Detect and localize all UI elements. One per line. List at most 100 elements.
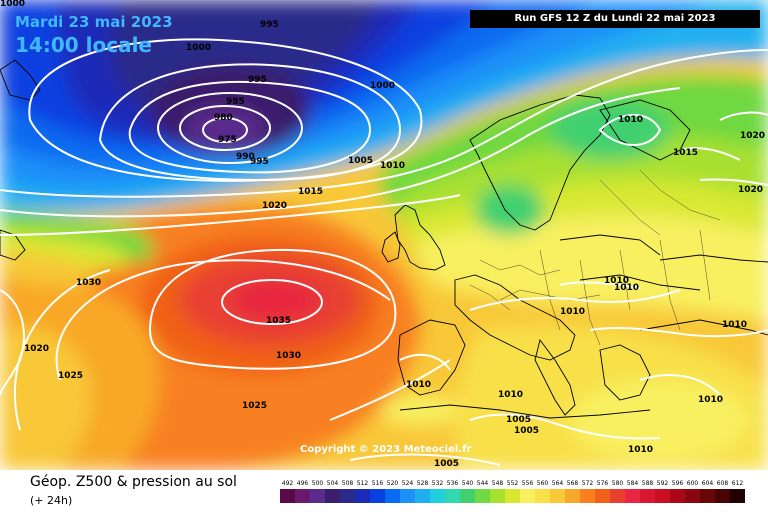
isobar-label: 1010	[618, 115, 643, 125]
legend-swatch	[340, 489, 355, 503]
legend-tick-label: 504	[327, 480, 339, 487]
legend-tick-label: 528	[417, 480, 429, 487]
isobar-label: 1030	[276, 351, 301, 361]
legend-swatch	[475, 489, 490, 503]
isobar-label: 980	[214, 113, 233, 123]
isobar-label: 1005	[514, 426, 539, 436]
legend-tick-label: 516	[372, 480, 384, 487]
isobar-label: 1010	[604, 276, 629, 286]
legend-tick-label: 548	[492, 480, 504, 487]
legend-tick-label: 568	[567, 480, 579, 487]
legend-tick-label: 536	[447, 480, 459, 487]
legend-swatch	[445, 489, 460, 503]
isobar-label: 995	[250, 157, 269, 167]
legend-tick-label: 496	[297, 480, 309, 487]
isobar-label: 1015	[673, 148, 698, 158]
legend-tick-label: 532	[432, 480, 444, 487]
isobar-label: 1010	[628, 445, 653, 455]
map-canvas: 995 995 1000 1000 985 980 975 990 995 10…	[0, 0, 768, 470]
isobar-label: 1010	[614, 283, 639, 293]
legend-swatch	[370, 489, 385, 503]
isobar-label: 1010	[406, 380, 431, 390]
isobar-label: 1005	[348, 156, 373, 166]
legend-swatch	[310, 489, 325, 503]
legend-tick-label: 588	[642, 480, 654, 487]
copyright: Copyright © 2023 Meteociel.fr	[300, 444, 472, 455]
map-title: Géop. Z500 & pression au sol	[30, 474, 237, 490]
legend-tick-label: 572	[582, 480, 594, 487]
legend-swatch	[505, 489, 520, 503]
legend-tick-label: 508	[342, 480, 354, 487]
isobar-label: 1030	[76, 278, 101, 288]
isobar-label: 1020	[24, 344, 49, 354]
legend-swatch	[355, 489, 370, 503]
legend-swatch	[415, 489, 430, 503]
legend-swatch	[490, 489, 505, 503]
legend-tick-label: 584	[627, 480, 639, 487]
isobar-label: 1025	[58, 371, 83, 381]
legend-tick-label: 512	[357, 480, 369, 487]
legend-tick-label: 596	[672, 480, 684, 487]
isobars	[0, 38, 768, 466]
isobar-label: 1020	[262, 201, 287, 211]
isobar-label: 1005	[434, 459, 459, 469]
isobar-label: 1010	[560, 307, 585, 317]
legend-tick-label: 564	[552, 480, 564, 487]
legend-swatch	[400, 489, 415, 503]
footer: Géop. Z500 & pression au sol (+ 24h) 492…	[0, 470, 768, 512]
legend-swatch	[325, 489, 340, 503]
legend-tick-label: 580	[612, 480, 624, 487]
isobar-label: 1005	[506, 415, 531, 425]
forecast-time: 14:00 locale	[15, 33, 152, 57]
legend-swatch	[460, 489, 475, 503]
isobar-label: 975	[218, 135, 237, 145]
legend-swatch	[640, 489, 655, 503]
color-legend: 492 496 500 504 508 512 516 520 524 528 532 536 540 5…	[280, 480, 745, 503]
isobar-label: 1035	[266, 316, 291, 326]
isobar-label: 1015	[298, 187, 323, 197]
legend-swatch	[430, 489, 445, 503]
country-borders	[469, 169, 721, 346]
legend-swatch	[655, 489, 670, 503]
legend-swatch	[610, 489, 625, 503]
legend-tick-label: 500	[312, 480, 324, 487]
isobar-labels: 995 995 1000 1000 985 980 975 990 995 10…	[0, 0, 765, 469]
isobar-label: 1020	[738, 185, 763, 195]
isobar-label: 1010	[380, 161, 405, 171]
legend-swatch	[700, 489, 715, 503]
legend-swatch	[625, 489, 640, 503]
forecast-date: Mardi 23 mai 2023	[15, 13, 173, 31]
z500-color-field	[0, 0, 768, 470]
legend-swatch	[385, 489, 400, 503]
legend-tick-label: 612	[732, 480, 744, 487]
isobar-label: 1010	[498, 390, 523, 400]
legend-tick-label: 524	[402, 480, 414, 487]
isobar-label: 1010	[698, 395, 723, 405]
isobar-label: 1000	[370, 81, 395, 91]
legend-tick-label: 576	[597, 480, 609, 487]
legend-swatch	[520, 489, 535, 503]
isobar-label: 1000	[0, 0, 25, 9]
isobar-label: 1010	[722, 320, 747, 330]
legend-swatch	[295, 489, 310, 503]
legend-tick-label: 560	[537, 480, 549, 487]
isobar-label: 985	[226, 97, 245, 107]
legend-tick-label: 592	[657, 480, 669, 487]
isobar-label: 990	[236, 152, 255, 162]
legend-swatch	[730, 489, 745, 503]
legend-tick-label: 492	[282, 480, 294, 487]
legend-tick-label: 540	[462, 480, 474, 487]
isobar-label: 995	[248, 75, 267, 85]
map-subtitle: (+ 24h)	[30, 494, 73, 507]
isobar-label: 1020	[740, 131, 765, 141]
legend-swatch	[670, 489, 685, 503]
legend-swatch	[280, 489, 295, 503]
legend-swatch	[685, 489, 700, 503]
weather-map: 995 995 1000 1000 985 980 975 990 995 10…	[0, 0, 768, 470]
legend-tick-label: 608	[717, 480, 729, 487]
isobar-label: 1025	[242, 401, 267, 411]
legend-tick-label: 600	[687, 480, 699, 487]
legend-tick-label: 544	[477, 480, 489, 487]
legend-tick-label: 552	[507, 480, 519, 487]
legend-tick-label: 604	[702, 480, 714, 487]
